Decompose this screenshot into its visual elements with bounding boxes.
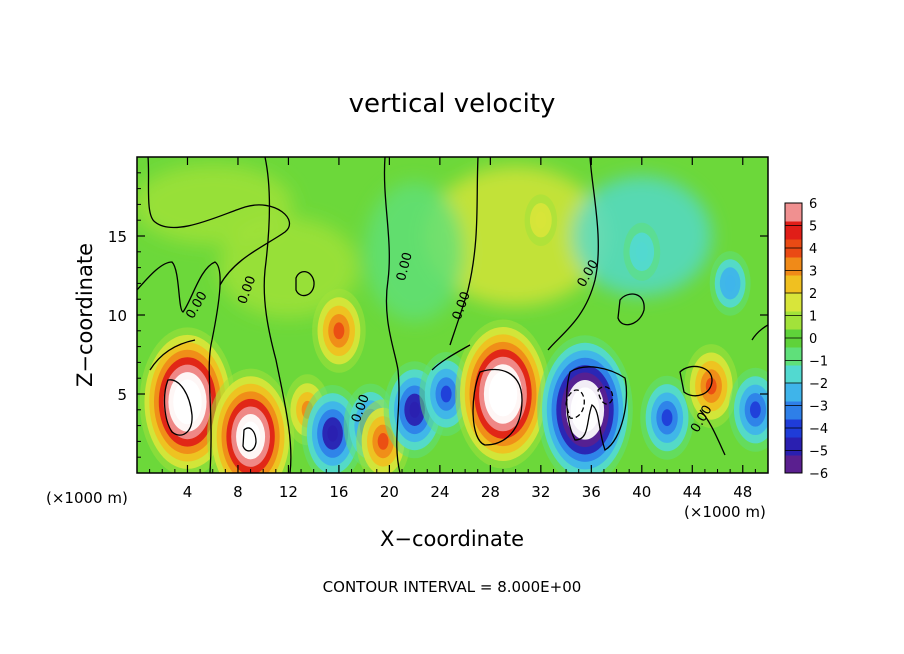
contour-line	[617, 293, 645, 326]
x-unit-label-left: (×1000 m)	[46, 489, 128, 507]
field-core-9	[498, 386, 508, 402]
contour-line	[137, 261, 221, 473]
y-tick-label: 5	[117, 386, 127, 404]
colorbar-segment	[785, 401, 802, 420]
field-patch	[137, 164, 293, 245]
colorbar-segment	[785, 275, 802, 294]
contour-line	[699, 409, 726, 456]
colorbar-tick-label: −6	[809, 467, 828, 482]
colorbar: 6 5 4 3 2 1 0 −1 −2 −3 −4 −5 −6	[784, 197, 828, 482]
colorbar-segment	[785, 293, 802, 312]
chart-title: vertical velocity	[349, 89, 556, 119]
contour-line	[597, 386, 614, 405]
colorbar-tick-label: 2	[809, 287, 817, 302]
field-core-14	[749, 401, 761, 419]
field-core-15	[535, 211, 547, 229]
colorbar-segment	[785, 383, 802, 402]
colorbar-tick-label: 0	[809, 332, 817, 347]
field-core-6	[377, 433, 389, 450]
x-tick-label: 32	[531, 483, 550, 501]
field-core-1	[245, 429, 256, 445]
field-core-8	[440, 385, 452, 403]
field-core-13	[725, 275, 736, 292]
field-core-7	[409, 401, 420, 418]
field-core-10	[580, 402, 590, 418]
y-tick-label: 10	[108, 307, 127, 325]
x-tick-label: 12	[279, 483, 298, 501]
contour-line	[449, 157, 479, 346]
field-patch	[364, 181, 465, 322]
field-shading	[137, 164, 712, 322]
field-core-11	[661, 409, 673, 427]
colorbar-segment	[785, 437, 802, 456]
contour-line	[566, 366, 628, 451]
contour-line	[547, 157, 599, 351]
y-axis-ticks: 5 10 15	[108, 172, 768, 458]
colorbar-tick-label: 6	[809, 197, 817, 212]
field-patch	[425, 166, 606, 306]
colorbar-tick-label: −2	[809, 377, 828, 392]
x-tick-label: 44	[683, 483, 702, 501]
field-core-4	[333, 322, 345, 340]
colorbar-tick-label: −5	[809, 445, 828, 460]
x-axis-ticks: 4 8 12 16 20 24 28 32 36 40 44 48	[149, 157, 756, 501]
x-tick-label: 48	[733, 483, 752, 501]
x-axis-title: X−coordinate	[380, 527, 524, 551]
velocity-field	[137, 164, 768, 473]
field-core-3	[327, 425, 338, 442]
contour-line	[263, 157, 292, 473]
x-tick-label: 8	[233, 483, 243, 501]
x-tick-label: 36	[582, 483, 601, 501]
contour-line	[431, 344, 471, 371]
plot-area: 0.000.000.000.000.000.000.00	[137, 157, 768, 473]
x-tick-label: 28	[481, 483, 500, 501]
contour-line	[149, 339, 196, 371]
contour-line	[383, 157, 401, 473]
y-tick-label: 15	[108, 228, 127, 246]
colorbar-segment	[785, 347, 802, 366]
contour-line	[679, 365, 713, 397]
colorbar-tick-label: −3	[809, 400, 828, 415]
contour-label: 0.00	[394, 251, 416, 283]
colorbar-segment	[785, 311, 802, 330]
y-axis-title: Z−coordinate	[73, 243, 97, 387]
contour-line	[242, 427, 257, 452]
colorbar-tick-label: 1	[809, 310, 817, 325]
colorbar-segment	[785, 455, 802, 474]
colorbar-segment	[785, 365, 802, 384]
colorbar-tick-label: 4	[809, 242, 817, 257]
x-tick-label: 20	[380, 483, 399, 501]
contour-line	[163, 379, 193, 436]
colorbar-tick-label: −1	[809, 355, 828, 370]
x-unit-label-right: (×1000 m)	[684, 503, 766, 521]
contour-line	[565, 389, 585, 419]
contour-line	[147, 157, 291, 286]
colorbar-segment	[785, 257, 802, 276]
colorbar-segment	[785, 221, 802, 240]
colorbar-segment	[785, 203, 802, 222]
colorbar-tick-label: −4	[809, 422, 828, 437]
contour-line	[472, 368, 523, 446]
x-tick-label: 40	[632, 483, 651, 501]
contour-line	[295, 271, 315, 297]
x-tick-label: 4	[183, 483, 193, 501]
x-tick-label: 16	[329, 483, 348, 501]
contour-interval-note: CONTOUR INTERVAL = 8.000E+00	[323, 578, 582, 596]
x-tick-label: 24	[430, 483, 449, 501]
field-patch	[218, 217, 359, 318]
zero-contours	[137, 157, 768, 473]
colorbar-tick-label: 5	[809, 220, 817, 235]
colorbar-tick-label: 3	[809, 265, 817, 280]
field-core-16	[635, 242, 648, 262]
